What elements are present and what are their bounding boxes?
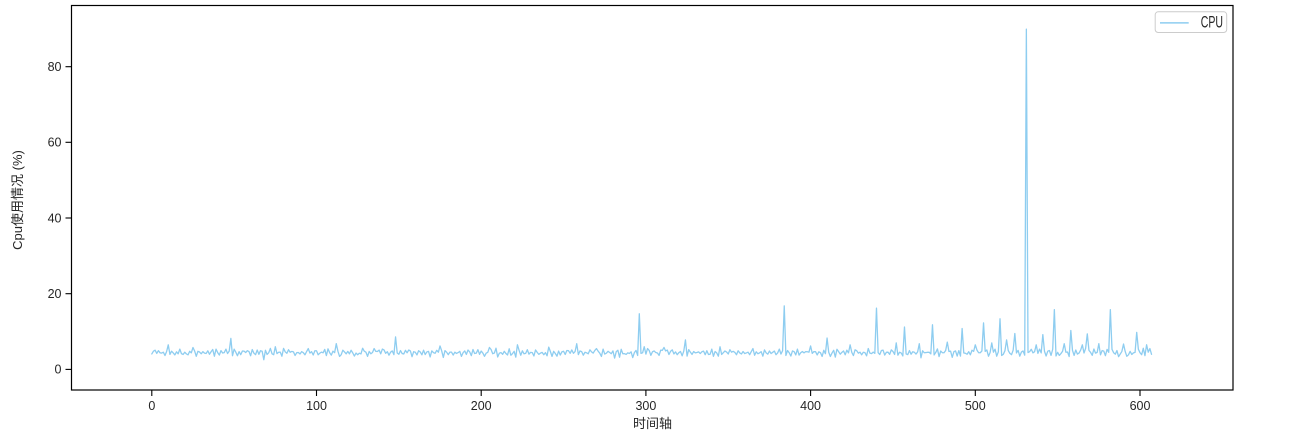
svg-text:40: 40 [48,211,62,225]
svg-text:20: 20 [48,287,62,301]
svg-text:200: 200 [471,399,492,413]
svg-text:600: 600 [1130,399,1151,413]
svg-text:60: 60 [48,136,62,150]
svg-text:0: 0 [148,399,155,413]
svg-text:100: 100 [306,399,327,413]
svg-text:400: 400 [800,399,821,413]
svg-text:500: 500 [965,399,986,413]
svg-text:80: 80 [48,60,62,74]
svg-text:0: 0 [55,363,62,377]
svg-text:Cpu使用情况 (%): Cpu使用情况 (%) [10,150,25,250]
svg-text:时间轴: 时间轴 [633,416,672,431]
svg-text:CPU: CPU [1201,12,1223,31]
svg-text:300: 300 [635,399,656,413]
